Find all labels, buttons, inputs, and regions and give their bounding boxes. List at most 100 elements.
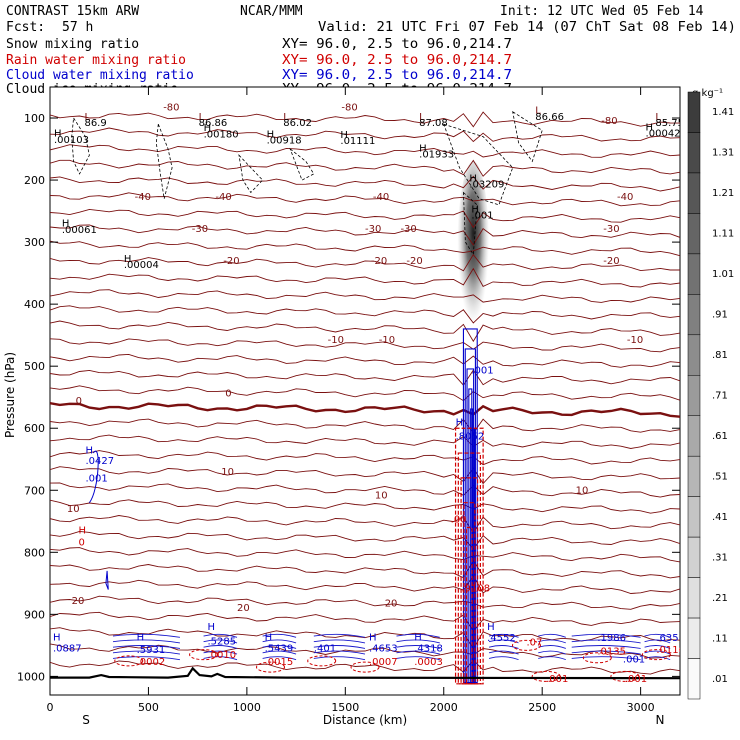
cloud-water-label: .0887 (53, 644, 82, 655)
field-label-rain: Rain water mixing ratio (6, 53, 186, 68)
extremum-value: .01111 (340, 136, 375, 147)
isotherm (50, 530, 680, 550)
isotherm-label: -30 (400, 224, 416, 235)
colorbar-bin (687, 496, 701, 538)
cloud-water-band-contour (644, 650, 671, 655)
colorbar-tick-label: 1.31 (712, 148, 734, 159)
cloud-water-band-contour (313, 633, 366, 638)
extremum-mark: L (283, 112, 289, 123)
x-end-label-south: S (82, 713, 90, 727)
cloud-ice-contours (71, 110, 543, 256)
colorbar-unit: g kg⁻¹ (692, 88, 723, 99)
cloud-water-band-contour (488, 633, 519, 638)
rain-contour-small (189, 649, 219, 661)
y-tick-label: 300 (24, 236, 45, 249)
extremum-mark: H (124, 254, 132, 265)
colorbar-tick-label: 1.21 (712, 188, 734, 199)
isotherm-label: 0 (225, 389, 231, 400)
isotherm (50, 208, 680, 229)
rain-label: .07 (526, 637, 542, 648)
isotherm (50, 353, 680, 368)
field-xy-rain: XY= 96.0, 2.5 to 96.0,214.7 (282, 53, 512, 68)
cloud-water-label: .8052 (456, 431, 485, 442)
isotherm-label: -40 (135, 192, 151, 203)
cloud-water-band-contour (262, 645, 297, 649)
isotherm-0 (50, 402, 680, 418)
rain-label: .0010 (208, 650, 237, 661)
isotherm (50, 144, 680, 158)
rain-label: .0116 (656, 645, 685, 656)
rain-contour-small (350, 661, 380, 673)
y-tick-label: 500 (24, 360, 45, 373)
isotherm-label: -40 (617, 192, 633, 203)
isotherm (50, 450, 680, 466)
isotherm (50, 338, 680, 353)
cloud-water-label: .5439 (265, 644, 294, 655)
rain-contour-small (256, 661, 285, 673)
extremum-value: .03209 (469, 180, 504, 191)
cloud-water-band-contour (313, 650, 366, 655)
fcst-label: Fcst: (6, 20, 45, 35)
extremum-value: .00004 (124, 260, 159, 271)
temperature-contours (50, 111, 680, 675)
y-tick-label: 400 (24, 298, 45, 311)
isotherm (50, 434, 680, 449)
extremum-value: .01933 (419, 150, 454, 161)
rain-contour-small (641, 649, 671, 661)
isotherm-label: 10 (375, 490, 388, 501)
extremum-value: .00103 (54, 135, 89, 146)
colorbar-tick-label: .21 (712, 593, 728, 604)
header: CONTRAST 15km ARW NCAR/MMM Init: 12 UTC … (6, 4, 736, 97)
cloud-ice-contour (238, 153, 264, 194)
x-tick-label: 1500 (331, 701, 359, 714)
contour-labels: -80 -80 -80 -40 -40 -40 -40 -30 -30 -30 -30 -20 -20 -… (53, 103, 685, 685)
rain-label: .0002 (137, 657, 166, 668)
terrain (50, 666, 680, 680)
rain-label: 0 (79, 537, 85, 548)
cloud-water-label: H (85, 446, 93, 457)
extremum-value: 85.75 (655, 118, 684, 129)
rain-label: .001 (625, 674, 647, 685)
cloud-water-band-contour (203, 639, 238, 644)
colorbar-bin (687, 375, 701, 416)
extremum-value: 86.02 (283, 118, 312, 129)
isotherm (50, 418, 680, 434)
isotherm (50, 111, 680, 128)
isotherm (50, 289, 680, 303)
rain-label: .9108 (461, 583, 490, 594)
rain-contour (457, 452, 481, 685)
colorbar-tick-label: 1.41 (712, 107, 734, 118)
extremum-value: .00042 (646, 129, 681, 140)
isotherm-label: 20 (385, 598, 398, 609)
cloud-water-label: .001 (471, 366, 493, 377)
cloud-water-band-contour (112, 633, 181, 638)
cloud-water-band-contour (571, 656, 641, 661)
cloud-water-band-contour (203, 656, 238, 661)
isotherm (50, 627, 680, 650)
isotherm-label: -20 (371, 256, 387, 267)
isotherm-label: -10 (379, 335, 395, 346)
x-tick-label: 3000 (627, 701, 655, 714)
colorbar-bin (687, 577, 701, 619)
cloud-water-label: .401 (314, 644, 336, 655)
cloud-water-band-contour (313, 645, 366, 649)
cloud-water-label: .4552 (487, 633, 516, 644)
y-tick-label: 600 (24, 422, 45, 435)
cloud-water-band-contour (262, 656, 297, 661)
isotherm-label: -40 (215, 192, 231, 203)
y-tick-label: 1000 (17, 670, 45, 683)
isotherm-label: -40 (373, 192, 389, 203)
isotherm (50, 482, 680, 498)
cloud-water-label: H (456, 418, 464, 429)
rain-contour (465, 526, 473, 685)
isotherm-label: -20 (406, 256, 422, 267)
extremum-value: 87.08 (419, 118, 448, 129)
rain-label: .00 (451, 515, 467, 526)
extremum-mark: H (419, 144, 427, 155)
isotherm-label: -30 (192, 224, 208, 235)
cloud-water-band-contour (488, 645, 519, 649)
center-title: NCAR/MMM (240, 4, 303, 19)
colorbar-tick-label: .81 (712, 350, 728, 361)
extremum-mark: H (646, 122, 654, 133)
